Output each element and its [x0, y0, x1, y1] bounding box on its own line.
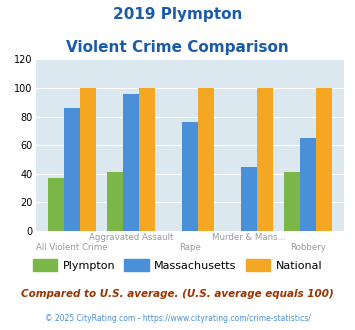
Text: Aggravated Assault: Aggravated Assault — [89, 233, 173, 242]
Text: © 2025 CityRating.com - https://www.cityrating.com/crime-statistics/: © 2025 CityRating.com - https://www.city… — [45, 314, 310, 323]
Bar — [241, 167, 257, 231]
Text: Violent Crime Comparison: Violent Crime Comparison — [66, 40, 289, 54]
Legend: Plympton, Massachusetts, National: Plympton, Massachusetts, National — [28, 255, 327, 276]
Text: Rape: Rape — [179, 243, 201, 251]
Bar — [139, 88, 155, 231]
Bar — [123, 94, 139, 231]
Text: All Violent Crime: All Violent Crime — [36, 243, 108, 251]
Bar — [198, 88, 214, 231]
Bar — [284, 172, 300, 231]
Bar — [106, 172, 123, 231]
Bar — [300, 138, 316, 231]
Bar — [64, 108, 80, 231]
Bar — [182, 122, 198, 231]
Bar — [316, 88, 332, 231]
Text: Murder & Mans...: Murder & Mans... — [212, 233, 286, 242]
Text: Robbery: Robbery — [290, 243, 326, 251]
Text: Compared to U.S. average. (U.S. average equals 100): Compared to U.S. average. (U.S. average … — [21, 289, 334, 299]
Bar — [257, 88, 273, 231]
Bar — [80, 88, 96, 231]
Text: 2019 Plympton: 2019 Plympton — [113, 7, 242, 21]
Bar — [48, 178, 64, 231]
